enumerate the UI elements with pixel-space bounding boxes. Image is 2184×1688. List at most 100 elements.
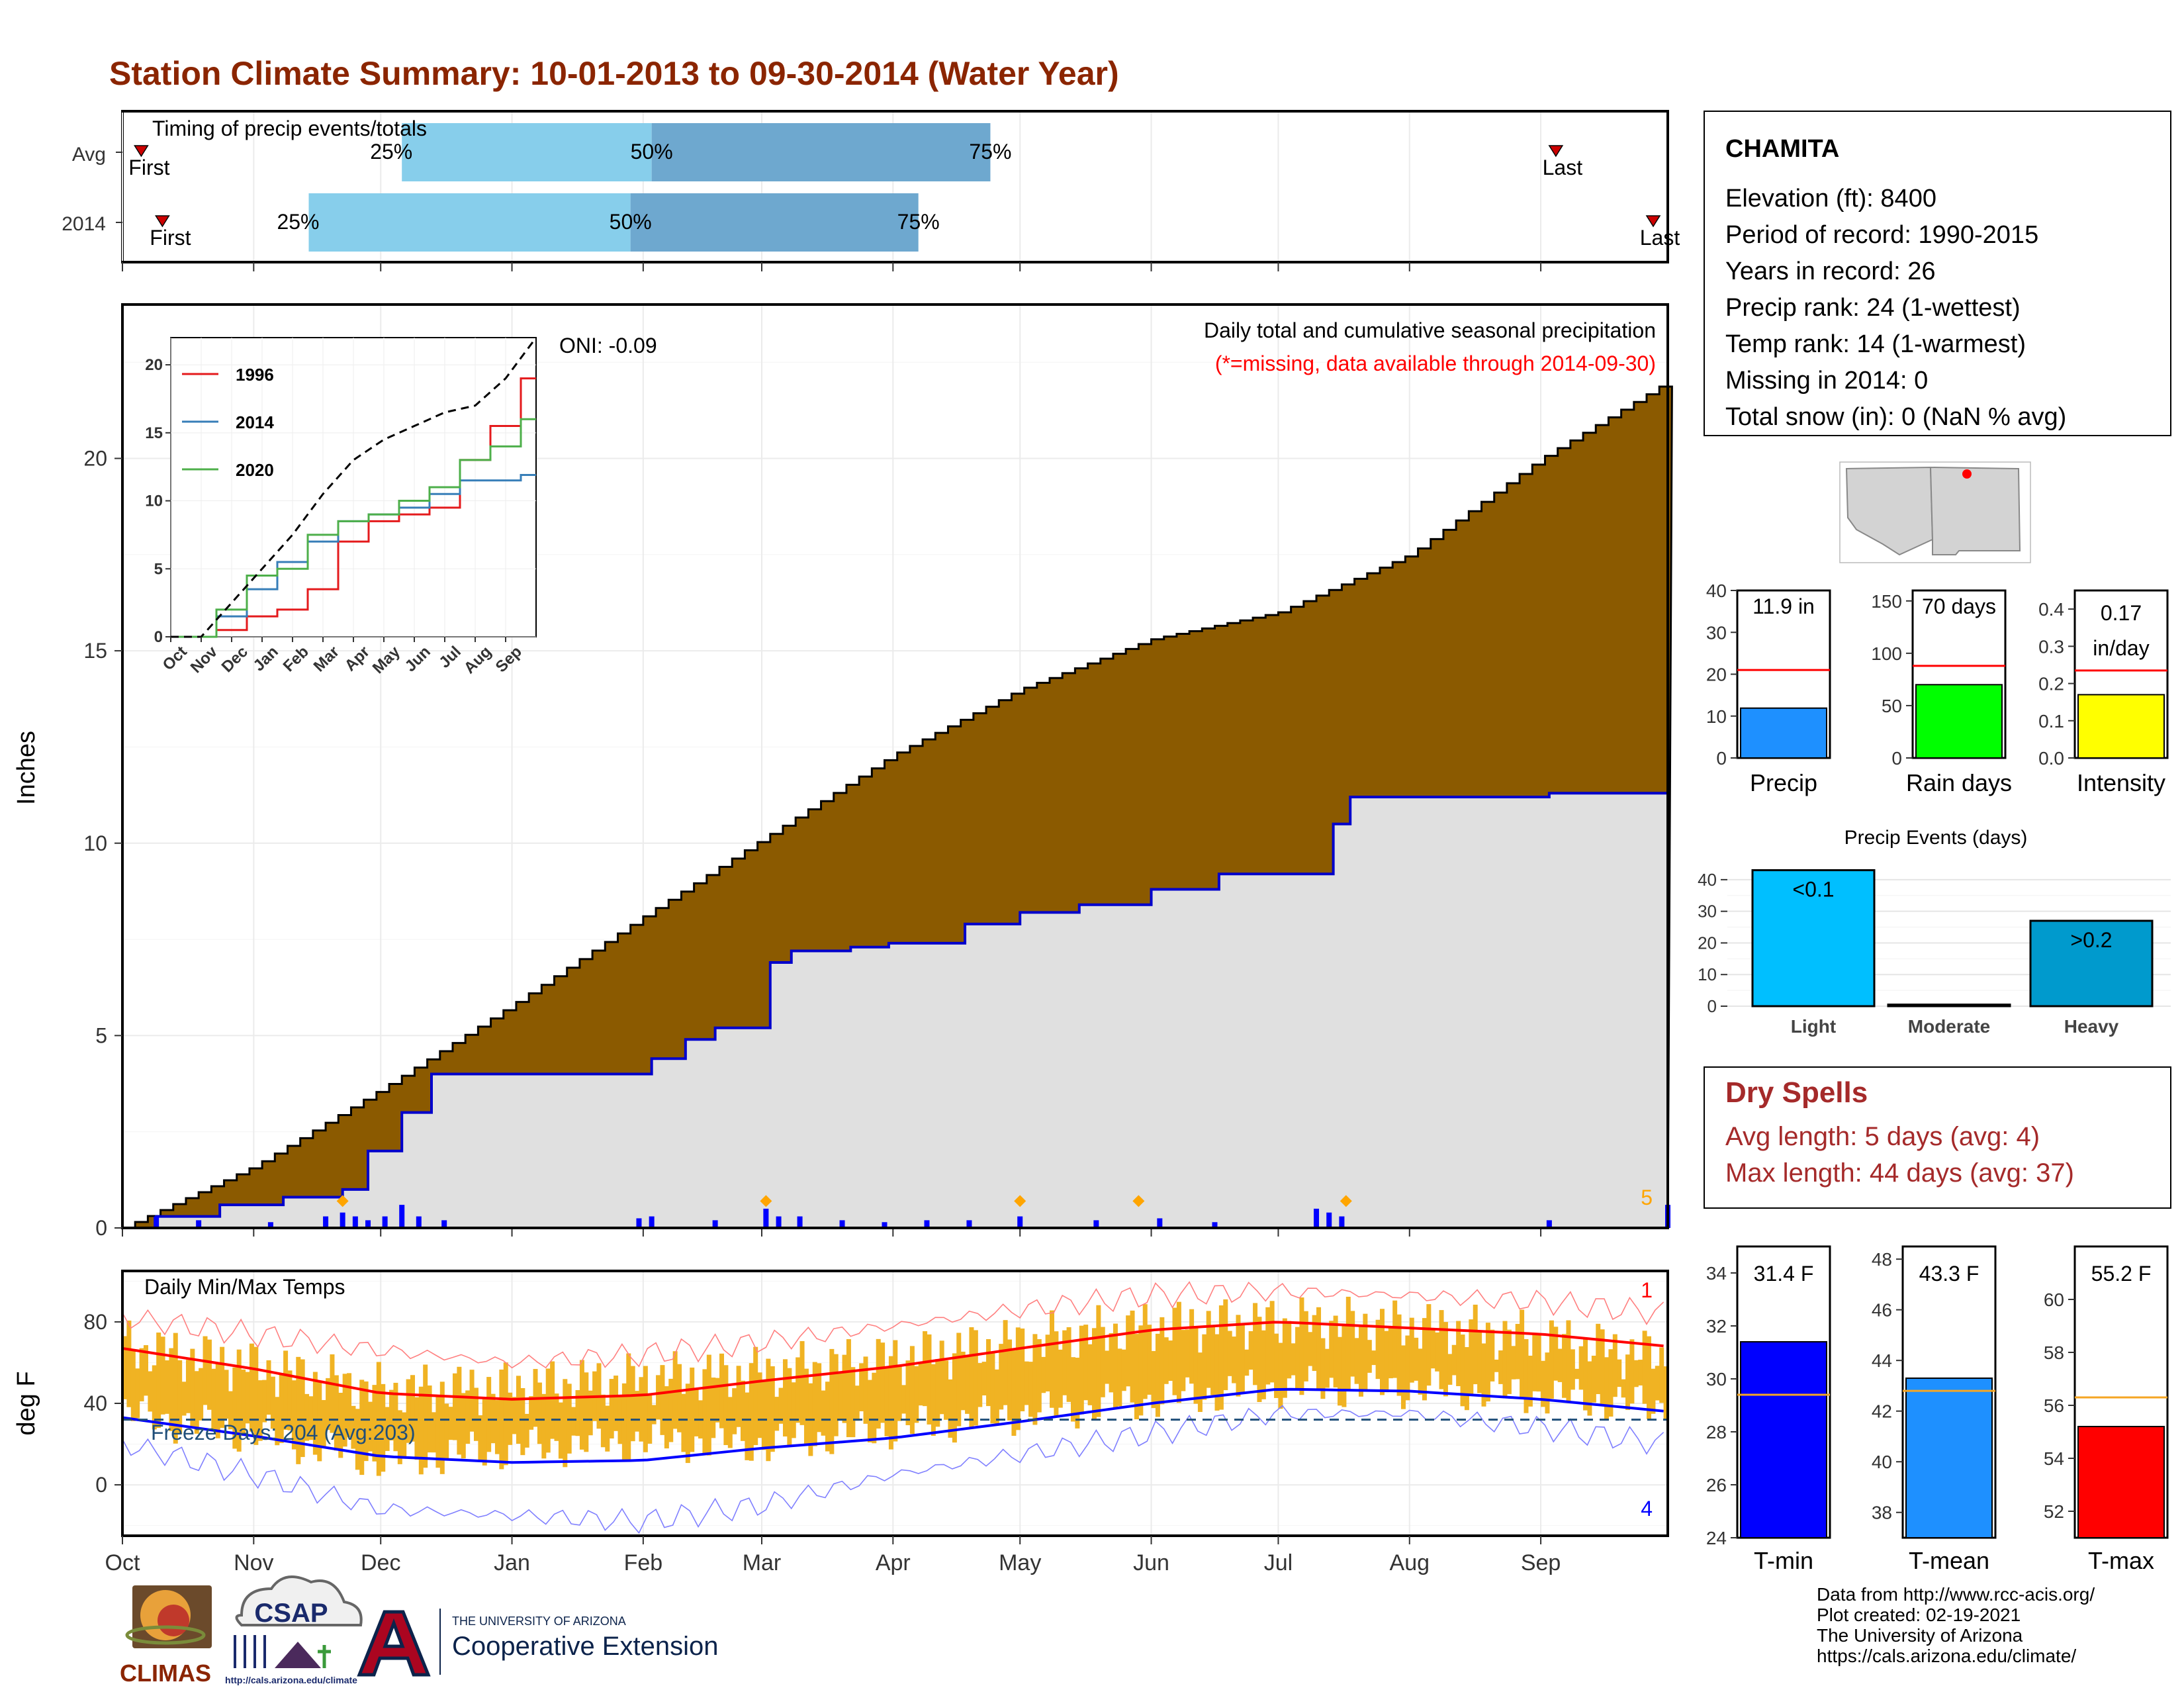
avg-last-label: Last — [1543, 156, 1583, 179]
temp-daily-bar — [444, 1403, 449, 1459]
temp-daily-bar — [778, 1387, 784, 1424]
month-tick-label: May — [999, 1550, 1041, 1575]
mini-raindays-value: 70 days — [1922, 594, 1996, 618]
temp-daily-bar — [194, 1371, 199, 1434]
missing-count: 5 — [1641, 1186, 1653, 1209]
mini-precip-chart: 0 10 20 30 40 11.9 in Precip — [1706, 581, 1831, 796]
temp-daily-bar — [999, 1344, 1004, 1410]
station-line-period: Period of record: 1990-2015 — [1725, 221, 2038, 249]
temp-daily-bar — [1663, 1366, 1668, 1421]
tx-y-tick-label: 56 — [2044, 1395, 2064, 1416]
temp-daily-bar — [672, 1351, 678, 1429]
temp-daily-bar — [355, 1409, 360, 1470]
temp-daily-bar — [499, 1369, 504, 1470]
temp-daily-bar — [291, 1380, 296, 1450]
temp-daily-bar — [262, 1380, 267, 1423]
temp-daily-bar — [1418, 1348, 1423, 1395]
temp-daily-bar — [770, 1366, 775, 1452]
temp-daily-bar — [1117, 1348, 1122, 1407]
temp-daily-bar — [614, 1376, 619, 1431]
mp-y-tick-label: 10 — [1706, 706, 1727, 727]
temp-daily-bar — [469, 1370, 475, 1432]
record-min-line — [122, 1405, 1664, 1534]
temp-daily-bar — [1604, 1357, 1610, 1421]
temp-daily-bar — [317, 1380, 322, 1462]
temp-daily-bar — [893, 1340, 898, 1442]
temp-daily-bar — [1011, 1350, 1017, 1436]
daily-precip-bar — [365, 1220, 371, 1228]
temp-daily-bar — [1282, 1318, 1287, 1398]
temp-daily-bar — [452, 1373, 457, 1440]
inset-y-tick-label: 20 — [145, 356, 163, 374]
temp-daily-bar — [351, 1405, 356, 1449]
temp-daily-bar — [1591, 1356, 1596, 1403]
temp-daily-bar — [880, 1342, 886, 1423]
temp-daily-bar — [944, 1360, 949, 1420]
temp-daily-bar — [1130, 1310, 1135, 1403]
events-y-tick-label: 40 — [1698, 870, 1717, 890]
month-x-axis: Oct Nov Dec Jan Feb Mar Apr May Jun Jul Aug Sep — [105, 1536, 1561, 1575]
temp-daily-bar — [1447, 1354, 1453, 1385]
temp-daily-bar — [402, 1412, 407, 1459]
daily-precip-bar — [712, 1220, 718, 1228]
mini-raindays-chart: 0 50 100 150 70 days Rain days — [1871, 589, 2012, 796]
temp-daily-bar — [1210, 1327, 1216, 1395]
legend-2020: 2020 — [236, 460, 274, 480]
temp-daily-bar — [588, 1390, 593, 1436]
temp-daily-bar — [685, 1383, 690, 1464]
daily-precip-bar — [763, 1208, 769, 1228]
tmax-y-axis: 52 54 56 58 60 — [2044, 1289, 2075, 1522]
mini-precip-y-axis: 0 10 20 30 40 — [1706, 581, 1737, 769]
temp-daily-bar — [571, 1407, 576, 1436]
temp-daily-bar — [220, 1346, 225, 1429]
temp-daily-bar — [812, 1362, 817, 1446]
tx-y-tick-label: 60 — [2044, 1289, 2064, 1310]
temp-daily-bar — [1269, 1301, 1275, 1383]
temp-daily-bar — [435, 1395, 441, 1468]
temp-daily-bar — [1396, 1314, 1402, 1396]
temp-daily-bar — [1202, 1334, 1207, 1400]
temp-daily-bar — [1324, 1348, 1330, 1388]
daily-precip-bar — [1546, 1220, 1552, 1228]
temp-daily-bar — [1350, 1311, 1355, 1377]
temp-y-tick-label: 80 — [83, 1310, 107, 1334]
temp-daily-bar — [702, 1369, 707, 1454]
temp-daily-bar — [973, 1330, 978, 1426]
temp-daily-bar — [139, 1348, 144, 1401]
temp-daily-bar — [1659, 1347, 1664, 1403]
temp-daily-bar — [981, 1362, 987, 1396]
avg-q75-label: 75% — [969, 140, 1011, 164]
tn-y-tick-label: 26 — [1706, 1475, 1727, 1495]
temp-daily-bar — [600, 1394, 606, 1448]
footer-line-data: Data from http://www.rcc-acis.org/ — [1817, 1584, 2095, 1605]
temp-daily-bar — [1206, 1311, 1211, 1388]
temp-daily-bar — [1181, 1330, 1186, 1391]
temp-daily-bar — [575, 1389, 580, 1436]
precip-y-label: Inches — [13, 731, 40, 805]
freeze-days-label: Freeze Days: 204 (Avg:203) — [151, 1421, 416, 1444]
last-event-marker — [1548, 145, 1564, 158]
new-mexico-shape — [1929, 466, 2021, 555]
temp-daily-bar — [1612, 1334, 1617, 1397]
temp-daily-bar — [270, 1376, 275, 1429]
ua-extension: Cooperative Extension — [452, 1632, 718, 1661]
tmean-bar — [1905, 1377, 1993, 1539]
temp-daily-bar — [563, 1379, 568, 1468]
temp-panel: 0 40 80 Oct Nov Dec Jan Feb Mar Apr May Jun Jul Aug S… — [13, 1270, 1669, 1575]
temp-daily-bar — [312, 1372, 318, 1455]
temp-daily-bar — [385, 1407, 390, 1451]
temp-daily-bar — [1506, 1329, 1512, 1394]
temp-daily-bar — [630, 1366, 635, 1442]
temp-daily-bar — [787, 1368, 792, 1447]
temp-daily-bar — [1176, 1301, 1181, 1403]
mini-intensity-unit: in/day — [2093, 636, 2149, 660]
temp-daily-bar — [681, 1393, 686, 1452]
temp-daily-bar — [558, 1402, 563, 1459]
temp-daily-bar — [1087, 1344, 1093, 1405]
dry-spells-avg: Avg length: 5 days (avg: 4) — [1725, 1122, 2040, 1151]
temp-daily-bar — [1261, 1330, 1266, 1399]
temp-y-label: deg F — [13, 1371, 40, 1435]
temp-daily-bar — [643, 1366, 648, 1452]
temp-daily-bar — [1354, 1338, 1359, 1384]
temp-daily-bar — [1549, 1320, 1554, 1399]
